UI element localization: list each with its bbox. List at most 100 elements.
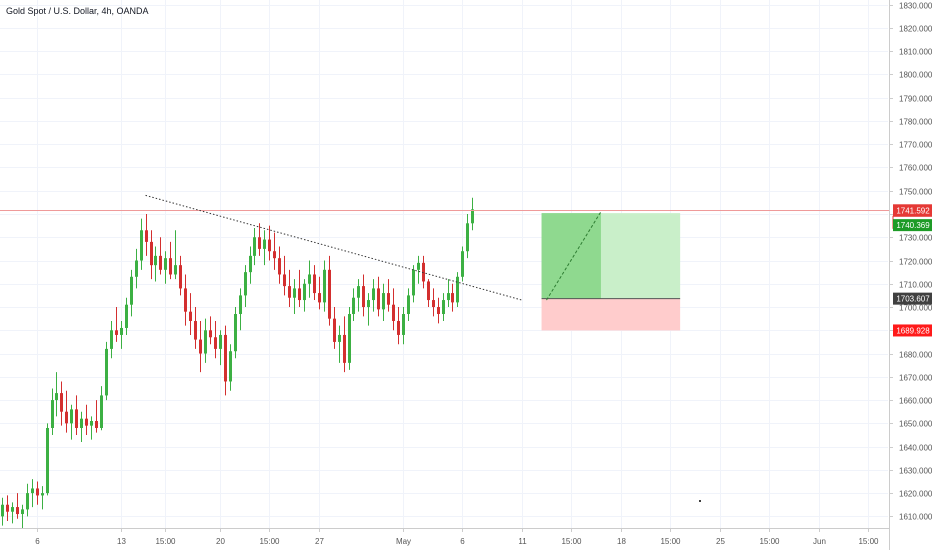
drawings [0,194,889,502]
price-axis[interactable]: 1610.000 1620.000 1630.000 1640.000 1650.000… [889,0,932,550]
y-tick-label: 1700.000 [899,304,932,313]
candle-up [338,334,341,342]
candle-up [130,276,133,305]
x-tick-label: 27 [315,537,324,546]
candle-down [95,421,98,428]
candle-down [432,300,435,308]
y-tick-label: 1720.000 [899,258,932,267]
entry-price-label-text: 1703.607 [896,295,930,304]
candle-down [278,258,281,275]
y-tick-label: 1830.000 [899,2,932,11]
y-tick-label: 1660.000 [899,397,932,406]
y-tick-label: 1670.000 [899,374,932,383]
candle-down [343,334,346,363]
candle-up [90,421,93,426]
candle-up [51,400,54,428]
candle-down [258,237,261,249]
candle-down [60,393,63,412]
candle-up [412,269,415,296]
candle-down [6,504,9,512]
candle-up [135,260,138,277]
candle-down [318,293,321,303]
candle-up [308,274,311,284]
candle-up [253,237,256,256]
entry-price-label-bg [893,292,932,305]
x-tick-label: 15:00 [259,537,280,546]
entry-price-label: 1703.607 [893,292,932,305]
target-price-label-bg [893,219,932,232]
candle-down [189,311,192,321]
candle-down [224,334,227,382]
x-tick-label: 13 [117,537,126,546]
candle-up [352,297,355,315]
x-tick-label: 15:00 [155,537,176,546]
x-tick-label: 25 [716,537,725,546]
grid-lines [0,0,888,528]
x-tick-label: 18 [617,537,626,546]
candle-down [194,320,197,340]
x-tick-label: 15:00 [660,537,681,546]
candle-up [407,295,410,315]
candle-down [273,251,276,259]
y-tick-label: 1770.000 [899,141,932,150]
candle-up [110,330,113,349]
candle-up [164,258,167,270]
symbol-title: Gold Spot / U.S. Dollar, 4h, OANDA [6,6,149,16]
y-tick-label: 1610.000 [899,513,932,522]
y-tick-label: 1750.000 [899,188,932,197]
marker-dot [699,500,701,502]
candle-down [333,318,336,342]
candle-down [214,337,217,349]
y-tick-label: 1640.000 [899,444,932,453]
y-tick-label: 1800.000 [899,71,932,80]
candle-down [298,288,301,301]
candle-down [427,281,430,301]
projection-line [546,211,602,301]
candle-up [372,288,375,301]
candle-up [239,295,242,315]
candle-up [21,509,24,515]
x-tick-label: 15:00 [759,537,780,546]
y-tick-label: 1810.000 [899,48,932,57]
candle-up [402,314,405,335]
x-tick-label: 11 [518,537,527,546]
risk-reward-zones [541,213,681,331]
candle-up [447,293,450,301]
candle-up [293,288,296,298]
candle-down [377,288,380,310]
candle-up [204,330,207,354]
candle-up [80,418,83,428]
candle-down [150,241,153,266]
candle-up [1,504,4,517]
candle-up [382,293,385,310]
candle-up [26,493,29,510]
candle-up [249,255,252,273]
y-tick-label: 1630.000 [899,467,932,476]
y-tick-label: 1680.000 [899,351,932,360]
candle-down [437,307,440,315]
y-tick-label: 1760.000 [899,164,932,173]
candle-down [199,339,202,354]
candle-down [209,330,212,338]
candle-down [85,418,88,426]
candle-down [115,330,118,335]
stop-price-label-text: 1689.928 [896,326,930,335]
candle-up [466,223,469,252]
candle-up [367,300,370,308]
candle-down [16,507,19,515]
y-tick-label: 1730.000 [899,234,932,243]
stop-price-label-bg [893,324,932,337]
candle-down [268,239,271,252]
candle-down [36,488,39,496]
candle-down [65,411,68,424]
candle-up [456,276,459,303]
candle-up [471,209,474,224]
candle-down [362,286,365,308]
candle-down [387,293,390,305]
time-axis[interactable]: 6 13 15:00 20 15:00 27 May 6 11 15:00 18 15:00 25 15:… [0,528,889,546]
candle-up [46,427,49,494]
target-price-label: 1740.369 [893,219,932,232]
